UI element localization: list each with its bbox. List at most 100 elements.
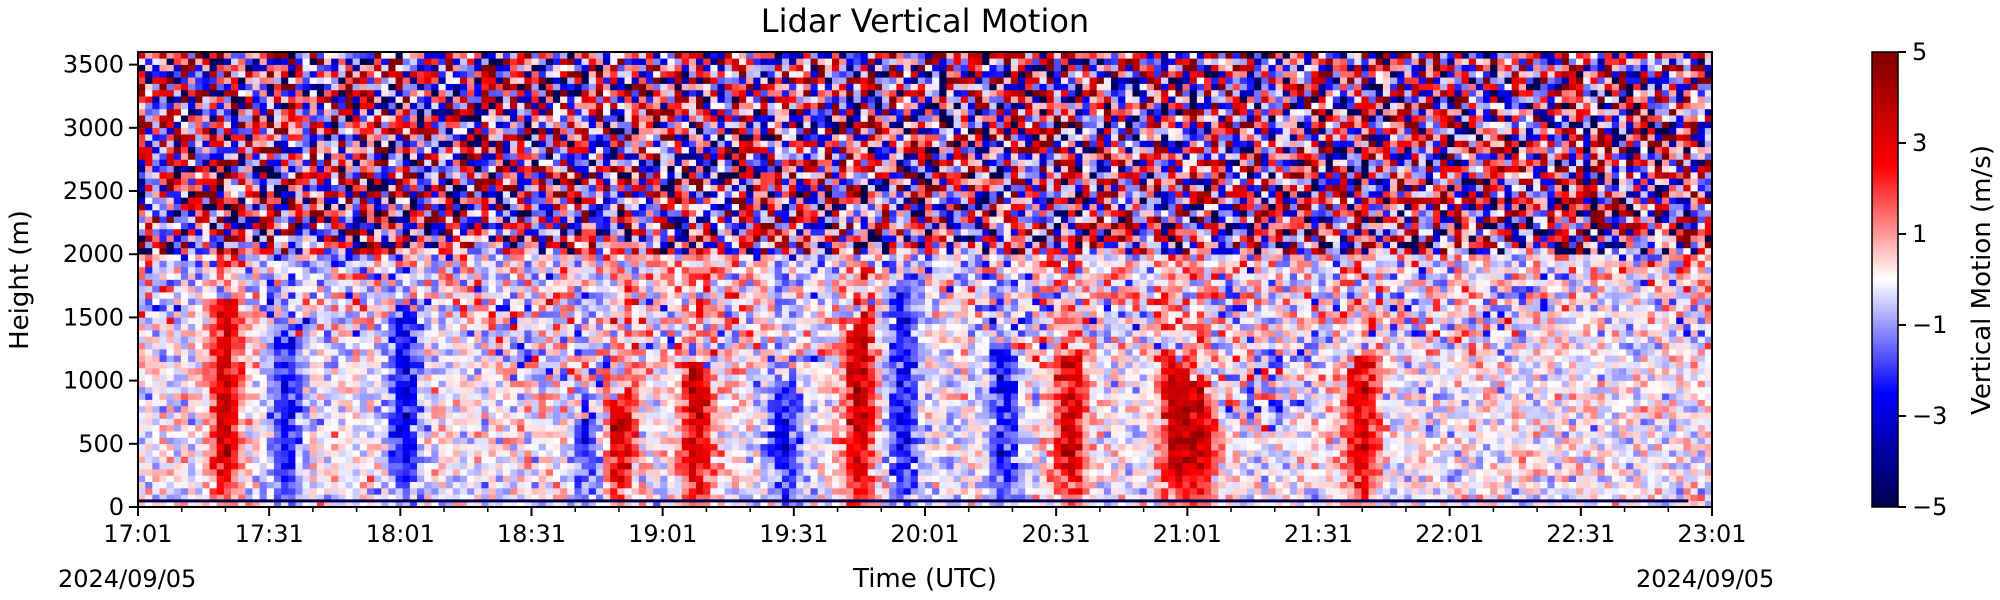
heatmap-cell [502,317,511,325]
heatmap-cell [431,203,439,211]
heatmap-cell [467,355,475,362]
heatmap-cell [502,424,511,432]
heatmap-cell [223,178,232,186]
heatmap-cell [316,203,325,211]
heatmap-cell [231,134,239,141]
heatmap-cell [331,456,339,464]
heatmap-cell [467,247,475,255]
heatmap-cell [574,222,582,230]
heatmap-cell [145,165,153,173]
heatmap-cell [603,399,611,407]
heatmap-cell [617,83,625,91]
heatmap-cell [617,488,625,495]
heatmap-cell [517,431,525,438]
heatmap-cell [216,89,225,97]
heatmap-cell [538,412,547,419]
heatmap-cell [180,393,189,400]
heatmap-cell [395,96,404,103]
heatmap-cell [510,89,518,97]
heatmap-cell [331,70,339,78]
heatmap-cell [495,279,504,287]
heatmap-cell [288,494,296,501]
heatmap-cell [488,209,497,217]
heatmap-cell [231,228,239,236]
heatmap-cell [624,405,632,413]
heatmap-cell [545,500,554,508]
heatmap-cell [302,488,310,495]
heatmap-cell [581,266,590,274]
heatmap-cell [481,115,489,122]
heatmap-cell [138,304,146,312]
heatmap-cell [152,405,160,413]
heatmap-cell [445,330,454,337]
heatmap-cell [452,469,461,476]
heatmap-cell [252,342,260,350]
heatmap-cell [152,437,160,445]
heatmap-cell [438,209,446,217]
heatmap-cell [524,323,532,331]
heatmap-cell [352,437,361,445]
heatmap-cell [474,58,482,65]
heatmap-cell [288,197,296,204]
heatmap-cell [252,450,260,457]
heatmap-cell [266,209,275,217]
heatmap-cell [359,203,368,211]
heatmap-cell [273,431,282,438]
heatmap-cell [195,443,203,451]
heatmap-cell [581,355,590,362]
heatmap-cell [302,330,310,337]
heatmap-cell [431,355,439,362]
heatmap-cell [595,260,604,268]
heatmap-cell [560,216,568,223]
heatmap-cell [402,165,411,173]
heatmap-cell [424,336,432,343]
heatmap-cell [474,431,482,438]
heatmap-cell [231,260,239,268]
heatmap-cell [538,298,547,306]
heatmap-cell [617,254,625,261]
heatmap-cell [603,64,611,72]
heatmap-cell [352,304,361,312]
heatmap-cell [481,361,489,369]
heatmap-cell [545,323,554,331]
heatmap-cell [295,279,303,287]
heatmap-cell [352,311,361,318]
heatmap-cell [202,209,210,217]
heatmap-cell [231,159,239,167]
heatmap-cell [567,273,575,280]
heatmap-cell [552,70,561,78]
heatmap-cell [316,342,325,350]
heatmap-cell [388,405,396,413]
heatmap-cell [581,247,590,255]
heatmap-cell [467,260,475,268]
heatmap-cell [567,241,575,249]
heatmap-cell [417,380,425,388]
heatmap-cell [281,361,289,369]
heatmap-cell [324,342,332,350]
heatmap-cell [309,127,318,135]
heatmap-cell [510,209,518,217]
heatmap-cell [467,469,475,476]
heatmap-cell [552,159,561,167]
heatmap-cell [417,500,425,508]
heatmap-cell [145,500,153,508]
heatmap-cell [581,134,590,141]
heatmap-cell [238,361,246,369]
heatmap-cell [374,235,382,242]
heatmap-cell [259,203,268,211]
heatmap-cell [331,279,339,287]
heatmap-cell [438,273,446,280]
heatmap-cell [459,89,468,97]
heatmap-cell [166,203,175,211]
heatmap-cell [552,500,561,508]
heatmap-cell [352,456,361,464]
heatmap-cell [166,191,175,198]
heatmap-cell [245,412,253,419]
heatmap-cell [352,431,361,438]
heatmap-cell [195,235,203,242]
heatmap-cell [223,330,232,337]
heatmap-cell [431,336,439,343]
heatmap-cell [438,184,446,192]
heatmap-cell [209,178,217,186]
heatmap-cell [259,330,268,337]
